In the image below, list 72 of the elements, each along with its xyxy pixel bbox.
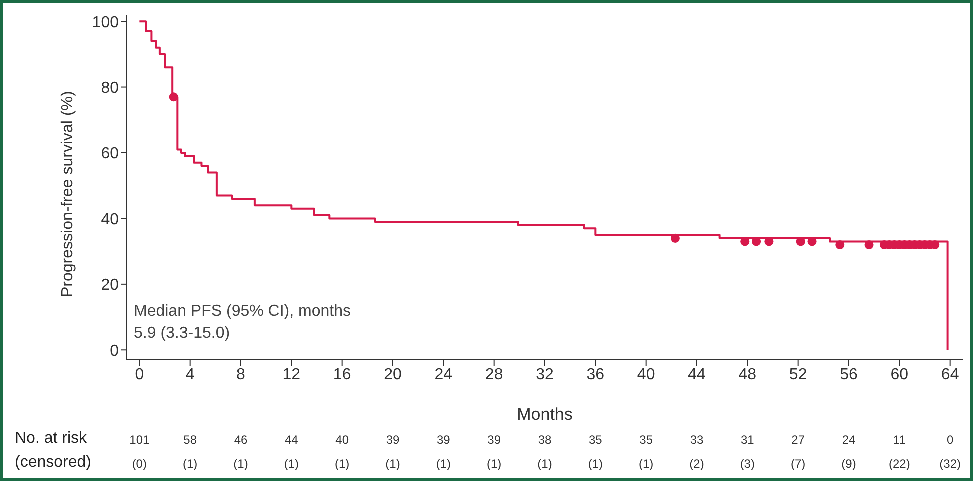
text: 39 bbox=[385, 433, 401, 447]
point bbox=[796, 237, 806, 246]
text: (1) bbox=[334, 457, 351, 471]
text: (0) bbox=[131, 457, 148, 471]
x-tick-label: 44 bbox=[688, 366, 706, 384]
y-tick-label: 80 bbox=[101, 80, 120, 97]
text: (1) bbox=[486, 457, 503, 471]
point bbox=[670, 234, 680, 243]
text: 40 bbox=[334, 433, 350, 447]
text: (7) bbox=[790, 457, 807, 471]
text: No. at risk bbox=[15, 430, 88, 448]
x-tick-label: 4 bbox=[186, 366, 195, 384]
y-tick-label: 60 bbox=[101, 146, 120, 163]
text: (32) bbox=[938, 457, 962, 471]
text: 33 bbox=[689, 433, 705, 447]
text: 44 bbox=[284, 433, 300, 447]
text: 11 bbox=[892, 433, 907, 447]
x-tick-label: 52 bbox=[789, 366, 808, 384]
annotation: Median PFS (95% CI), months bbox=[134, 302, 351, 322]
x-tick-label: 36 bbox=[586, 366, 605, 384]
annotation: 5.9 (3.3-15.0) bbox=[134, 324, 232, 344]
point bbox=[764, 237, 774, 246]
x-tick-label: 32 bbox=[536, 366, 554, 384]
text: (1) bbox=[536, 457, 554, 471]
text: 38 bbox=[537, 433, 553, 447]
text: 24 bbox=[841, 433, 857, 447]
x-tick-label: 20 bbox=[384, 366, 402, 384]
text: 46 bbox=[233, 433, 249, 447]
text: (1) bbox=[384, 457, 402, 471]
text: (1) bbox=[232, 457, 250, 471]
text: 35 bbox=[588, 433, 604, 447]
text: 31 bbox=[740, 433, 756, 447]
text: (1) bbox=[283, 457, 300, 471]
x-tick-label: 48 bbox=[738, 366, 757, 384]
text: (2) bbox=[688, 457, 706, 471]
point bbox=[169, 92, 178, 102]
text: (1) bbox=[182, 457, 199, 471]
x-tick-label: 56 bbox=[840, 366, 858, 384]
x-tick-label: 28 bbox=[485, 366, 504, 384]
text: 58 bbox=[182, 433, 198, 447]
x-tick-label: 8 bbox=[236, 366, 246, 384]
x-tick-label: 0 bbox=[135, 366, 144, 384]
x-tick-label: 16 bbox=[333, 366, 352, 384]
text: 101 bbox=[128, 433, 151, 447]
x-tick-label: 24 bbox=[434, 366, 453, 384]
text: (1) bbox=[435, 457, 452, 471]
point bbox=[752, 237, 762, 246]
y-tick-label: 0 bbox=[110, 342, 120, 360]
text: (3) bbox=[739, 457, 756, 471]
y-tick-label: 20 bbox=[101, 277, 120, 294]
x-tick-label: 40 bbox=[637, 366, 656, 384]
y-tick-label: 100 bbox=[92, 14, 120, 32]
y-axis-title: Progression-free survival (%) bbox=[60, 91, 77, 298]
y-tick-label: 40 bbox=[101, 211, 120, 228]
text: 0 bbox=[946, 433, 955, 447]
text: 39 bbox=[436, 433, 452, 447]
x-tick-label: 64 bbox=[941, 366, 960, 384]
text: (22) bbox=[888, 457, 912, 471]
point bbox=[864, 240, 874, 250]
point bbox=[740, 237, 750, 246]
text: (9) bbox=[840, 457, 858, 471]
text: 39 bbox=[486, 433, 502, 447]
text: 27 bbox=[790, 433, 806, 447]
text: 35 bbox=[638, 433, 654, 447]
text: (1) bbox=[587, 457, 604, 471]
text: (1) bbox=[638, 457, 655, 471]
point bbox=[808, 237, 817, 246]
point bbox=[836, 240, 845, 250]
x-tick-label: 60 bbox=[890, 366, 909, 384]
x-axis-title: Months bbox=[517, 405, 573, 424]
x-tick-label: 12 bbox=[282, 366, 301, 384]
text: (censored) bbox=[15, 454, 92, 472]
